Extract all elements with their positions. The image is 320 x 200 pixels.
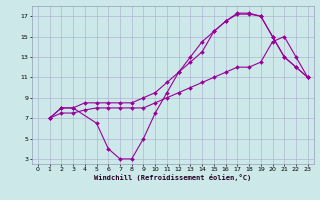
X-axis label: Windchill (Refroidissement éolien,°C): Windchill (Refroidissement éolien,°C)	[94, 174, 252, 181]
